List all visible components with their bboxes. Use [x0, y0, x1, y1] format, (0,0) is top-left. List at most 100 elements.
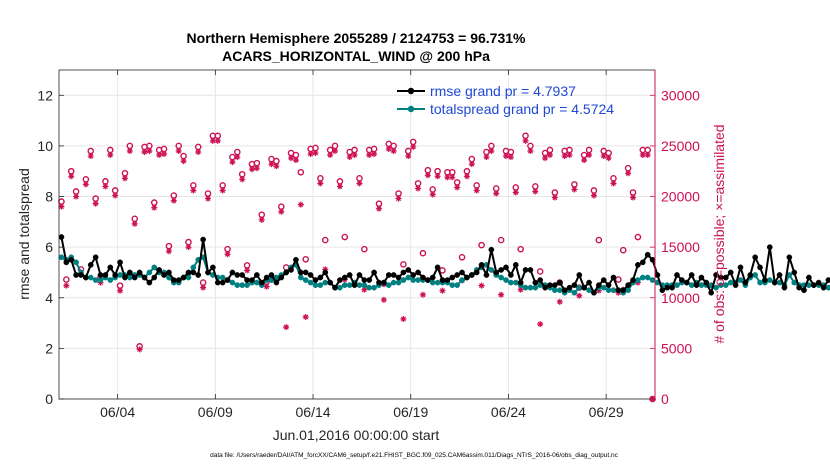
obs-assimilated-marker	[317, 180, 324, 187]
rmse-point	[659, 287, 666, 294]
totalspread-point	[674, 282, 680, 288]
obs-assimilated-marker	[400, 316, 407, 323]
obs-assimilated-marker	[429, 191, 436, 198]
totalspread-point	[757, 279, 763, 286]
y-tick-label-right: 5000	[661, 340, 692, 356]
rmse-point	[122, 274, 128, 281]
obs-assimilated-marker	[590, 192, 597, 199]
obs-assimilated-marker	[195, 148, 202, 155]
rmse-point	[268, 272, 275, 278]
obs-assimilated-marker	[517, 286, 524, 293]
obs-assimilated-marker	[273, 163, 280, 170]
rmse-point	[351, 282, 358, 288]
rmse-point	[742, 279, 749, 286]
obs-possible-marker	[595, 236, 603, 244]
obs-assimilated-marker	[468, 161, 475, 168]
obs-assimilated-marker	[112, 192, 119, 199]
totalspread-point	[371, 284, 377, 291]
y-tick-label-right: 25000	[661, 138, 700, 154]
x-tick-label: 06/04	[100, 404, 135, 420]
obs-assimilated-marker	[644, 152, 651, 159]
rmse-point	[552, 282, 558, 288]
obs-assimilated-marker	[473, 187, 480, 194]
obs-assimilated-marker	[229, 159, 236, 166]
rmse-point	[591, 289, 597, 296]
obs-assimilated-marker	[200, 284, 207, 291]
obs-assimilated-marker	[595, 287, 602, 294]
obs-possible-marker	[615, 276, 622, 283]
obs-assimilated-marker	[346, 154, 353, 161]
rmse-point	[605, 282, 612, 288]
obs-assimilated-marker	[253, 165, 260, 172]
rmse-series	[58, 234, 830, 296]
totalspread-point	[508, 279, 514, 286]
rmse-point	[136, 269, 143, 276]
totalspread-point	[366, 284, 373, 291]
totalspread-point	[239, 282, 246, 288]
totalspread-point	[649, 277, 656, 283]
rmse-point	[468, 272, 475, 278]
obs-assimilated-marker	[224, 251, 231, 258]
totalspread-point	[698, 282, 705, 288]
rmse-point	[512, 262, 519, 268]
obs-assimilated-marker	[581, 157, 588, 164]
obs-assimilated-marker	[297, 201, 304, 208]
totalspread-point	[73, 259, 79, 266]
rmse-point	[166, 269, 172, 276]
totalspread-point	[449, 282, 456, 288]
rmse-point	[366, 277, 373, 283]
rmse-point	[317, 274, 324, 281]
obs-assimilated-marker	[566, 152, 573, 159]
obs-assimilated-marker	[292, 157, 299, 164]
legend: rmse grand pr = 4.7937 totalspread grand …	[397, 83, 614, 117]
rmse-point	[727, 269, 734, 276]
totalspread-point	[337, 284, 343, 291]
totalspread-point	[434, 279, 441, 286]
totalspread-point	[766, 277, 773, 283]
rmse-point	[483, 272, 490, 278]
totalspread-point	[512, 279, 519, 286]
rmse-point	[180, 274, 187, 281]
obs-assimilated-marker	[424, 172, 431, 179]
y-tick-label-right: 15000	[661, 239, 700, 255]
y-tick-label-right: 10000	[661, 290, 700, 306]
obs-assimilated-marker	[503, 153, 509, 160]
totalspread-point	[576, 284, 583, 291]
obs-assimilated-marker	[415, 185, 422, 192]
obs-assimilated-marker	[209, 137, 216, 144]
rmse-point	[376, 279, 382, 286]
obs-assimilated-marker	[121, 175, 128, 182]
rmse-point	[371, 269, 377, 276]
y-tick-label-left: 12	[37, 87, 53, 103]
obs-assimilated-marker	[385, 145, 392, 152]
legend-marker	[407, 105, 415, 113]
rmse-point	[73, 272, 79, 278]
rmse-point	[493, 269, 500, 276]
obs-possible-marker	[439, 267, 446, 274]
rmse-point	[107, 264, 114, 271]
y-tick-label-right: 20000	[661, 189, 700, 205]
rmse-point	[537, 277, 544, 283]
rmse-point	[630, 277, 636, 283]
rmse-point	[288, 267, 294, 273]
rmse-point	[752, 254, 758, 261]
x-axis-label: Jun.01,2016 00:00:00 start	[273, 427, 440, 443]
obs-assimilated-marker	[219, 187, 226, 194]
totalspread-point	[302, 277, 309, 283]
obs-assimilated-marker	[361, 286, 368, 293]
totalspread-point	[395, 279, 402, 286]
obs-assimilated-marker	[239, 176, 246, 183]
rmse-point	[722, 274, 729, 281]
totalspread-point	[688, 282, 695, 288]
x-tick-label: 06/29	[589, 404, 624, 420]
rmse-point	[615, 287, 622, 294]
totalspread-point	[361, 282, 368, 288]
rmse-point	[737, 264, 744, 271]
legend-entry: rmse grand pr = 4.7937	[430, 83, 576, 99]
obs-assimilated-marker	[576, 292, 583, 299]
totalspread-point	[600, 284, 607, 291]
rmse-point	[219, 279, 226, 286]
rmse-point	[141, 274, 148, 281]
totalspread-point	[459, 277, 465, 283]
rmse-point	[444, 277, 451, 283]
